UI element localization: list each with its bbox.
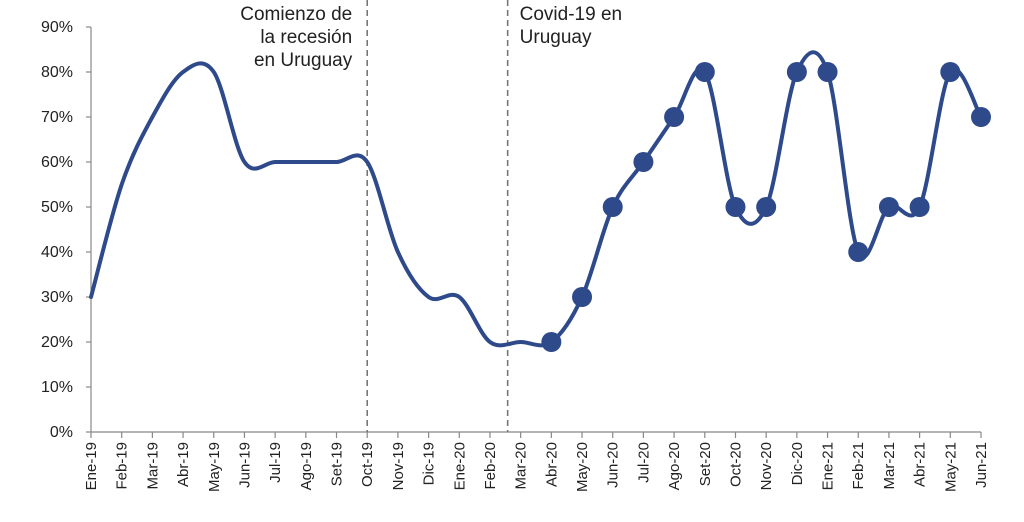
x-axis: Ene-19 Feb-19 Mar-19 Abr-19 May-19 Jun-19 Jul-… <box>83 431 990 492</box>
series-group <box>89 50 991 352</box>
x-tick-label: Abr-21 <box>912 442 929 487</box>
annotation-text: en Uruguay <box>254 50 353 71</box>
x-tick-label: Ago-19 <box>298 442 315 490</box>
data-point <box>940 62 961 82</box>
y-tick-label: 30% <box>41 289 73 306</box>
x-tick-label: Oct-19 <box>359 442 376 487</box>
y-tick-label: 10% <box>41 379 73 396</box>
annotation-text: Comienzo de <box>240 4 352 25</box>
x-tick-label: Jul-19 <box>267 442 284 483</box>
data-point <box>756 197 777 217</box>
y-tick-label: 90% <box>41 19 73 36</box>
x-tick-label: Abr-19 <box>175 442 192 487</box>
data-point <box>848 242 869 262</box>
data-point <box>694 62 715 82</box>
x-tick-label: Set-19 <box>329 442 346 486</box>
data-point <box>786 62 807 82</box>
data-point <box>541 332 562 352</box>
y-tick-label: 50% <box>41 199 73 216</box>
y-tick-label: 70% <box>41 109 73 126</box>
x-tick-label: Jun-19 <box>236 442 253 488</box>
x-tick-label: Feb-20 <box>482 442 499 490</box>
x-tick-label: Jun-20 <box>605 442 622 488</box>
x-tick-label: Set-20 <box>697 442 714 486</box>
x-tick-label: Ago-20 <box>666 442 683 490</box>
y-tick-label: 60% <box>41 154 73 171</box>
x-tick-label: Feb-21 <box>850 442 867 490</box>
x-tick-label: Ene-21 <box>820 442 837 490</box>
x-tick-label: Jun-21 <box>973 442 990 488</box>
x-tick-label: Mar-20 <box>513 442 530 490</box>
annotation-text: Covid-19 en <box>520 4 622 25</box>
x-tick-label: Ene-20 <box>451 442 468 490</box>
annotation-text: la recesión <box>260 27 352 48</box>
x-tick-label: Mar-21 <box>881 442 898 490</box>
x-tick-label: May-20 <box>574 442 591 492</box>
x-tick-label: Mar-19 <box>144 442 161 490</box>
data-point <box>572 287 593 307</box>
data-point <box>817 62 838 82</box>
x-tick-label: Ene-19 <box>83 442 100 490</box>
x-tick-label: May-19 <box>206 442 223 492</box>
y-tick-label: 40% <box>41 244 73 261</box>
x-tick-label: Nov-19 <box>390 442 407 490</box>
data-point <box>878 197 899 217</box>
data-point <box>602 197 623 217</box>
data-point <box>664 107 685 127</box>
x-tick-label: Dic-19 <box>421 442 438 485</box>
annotation-text: Uruguay <box>520 27 592 48</box>
data-point <box>633 152 654 172</box>
x-tick-label: Jul-20 <box>635 442 652 483</box>
x-tick-label: Oct-20 <box>727 442 744 487</box>
x-tick-label: Nov-20 <box>758 442 775 490</box>
y-tick-label: 80% <box>41 64 73 81</box>
x-tick-label: Dic-20 <box>789 442 806 485</box>
y-tick-label: 20% <box>41 334 73 351</box>
data-point <box>725 197 746 217</box>
x-tick-label: Abr-20 <box>543 442 560 487</box>
x-tick-label: Feb-19 <box>114 442 131 490</box>
x-tick-label: May-21 <box>942 442 959 492</box>
data-point <box>971 107 991 127</box>
event-lines <box>366 0 509 432</box>
y-tick-label: 0% <box>50 424 73 441</box>
series-line <box>89 50 983 348</box>
y-axis: 0% 10% 20% 30% 40% 50% 60% 70% 80% 90% <box>41 19 92 441</box>
data-point <box>909 197 930 217</box>
